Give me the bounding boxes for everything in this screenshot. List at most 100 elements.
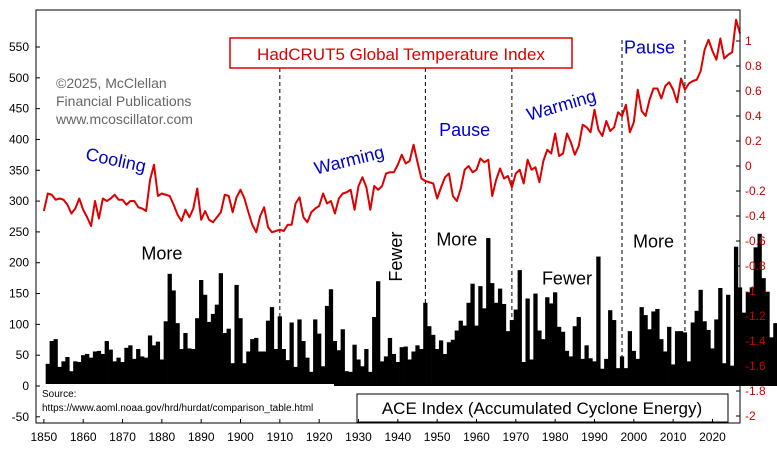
ace-bar-2018 [702,321,707,386]
ace-bar-1911 [281,349,286,386]
ace-bar-2014 [686,361,692,386]
ace-bar-1852 [49,341,54,386]
source-bg [38,384,334,416]
ace-bar-2024 [726,294,731,386]
ace-bar-1896 [222,332,227,386]
ace-bar-2011 [674,331,680,386]
temperature-line [42,18,741,234]
ace-bar-1906 [261,351,267,386]
ace-bar-1885 [179,349,184,386]
ace-bar-1951 [438,340,444,386]
ace-bar-1987 [580,358,585,386]
ace-bar-1923 [328,289,334,386]
ace-bar-2017 [698,289,703,386]
ace-bar-1940 [395,361,400,386]
x-tick-label-14: 1990 [581,430,608,444]
ace-bar-1932 [364,349,369,386]
ace-bar-1892 [206,321,212,386]
ace-bar-1957 [462,325,467,386]
ace-bar-1992 [600,368,605,386]
ace-bar-1905 [258,351,263,386]
ace-bar-1985 [572,326,577,386]
ace-label-1: Fewer [386,232,406,282]
ace-bar-1874 [136,349,141,386]
ace-bar-1878 [151,345,157,386]
ace-label-2: More [436,229,477,249]
ace-bar-1871 [124,347,129,386]
ace-bar-1928 [348,371,353,386]
ace-bar-1955 [454,330,459,386]
ace-bar-2002 [639,307,644,386]
ace-bar-2006 [655,308,660,386]
ace-bar-2023 [722,363,727,386]
ace-bar-1977 [541,339,546,386]
ace-bar-1964 [490,283,495,386]
ace-label-0: More [141,244,182,264]
x-tick-label-16: 2010 [660,430,687,444]
ace-bar-1899 [234,284,239,386]
ace-bar-1994 [608,310,613,386]
ace-bar-2000 [631,350,636,386]
ace-bar-2007 [659,339,664,386]
left-tick-label-3: 100 [9,317,29,331]
ace-bar-1880 [159,359,164,386]
ace-bar-2022 [718,288,723,386]
ace-bar-1860 [81,355,86,386]
right-tick-label-4: -1.2 [745,309,766,323]
ace-bar-1865 [100,353,105,386]
ace-bar-2013 [682,332,688,386]
ace-bar-1855 [61,361,66,386]
x-tick-label-9: 1940 [384,430,411,444]
ace-bar-1960 [474,325,479,386]
ace-bar-1991 [596,256,601,386]
ace-bar-2033 [761,278,766,386]
ace-bar-1999 [627,331,633,386]
x-tick-label-1: 1860 [70,430,97,444]
ace-bar-2012 [678,331,684,386]
ace-bar-1925 [336,350,341,386]
ace-bar-1868 [112,361,117,386]
ace-bar-2020 [710,348,715,386]
x-tick-label-4: 1890 [188,430,215,444]
ace-bar-1901 [242,363,247,386]
ace-bar-1927 [344,371,349,386]
ace-bar-1877 [147,335,153,386]
ace-bar-2036 [773,323,777,386]
ace-bar-1963 [486,238,491,386]
x-tick-label-15: 2000 [620,430,647,444]
ace-bar-1908 [269,307,275,386]
ace-bar-1949 [431,334,436,386]
ace-bar-1853 [53,339,58,386]
ace-bar-1946 [419,349,424,386]
ace-bar-1909 [273,349,279,386]
ace-label-3: Fewer [542,268,592,288]
source-box: Source: https://www.aoml.noaa.gov/hrd/hur… [38,384,334,416]
ace-bar-1879 [155,341,161,386]
ace-bar-1939 [391,353,397,386]
x-tick-label-17: 2020 [699,430,726,444]
ace-bar-1984 [568,356,574,386]
ace-bar-2031 [753,247,758,386]
ace-bar-1856 [65,357,70,386]
left-tick-label-8: 350 [9,163,29,177]
ace-bar-1983 [564,350,570,386]
copyright-line-2: www.mcoscillator.com [55,111,193,127]
ace-bar-1904 [254,337,259,386]
ace-bar-1903 [250,339,255,386]
ace-bar-1956 [458,320,463,386]
ace-bar-1895 [218,273,223,386]
ace-bar-1959 [470,283,475,386]
ace-bar-1995 [612,320,617,386]
ace-bar-2025 [729,365,735,386]
ace-bar-1907 [265,320,271,386]
ace-bar-1931 [360,366,365,386]
ace-bar-1917 [305,357,310,386]
right-tick-label-5: -1 [745,284,756,298]
ace-bar-2029 [745,292,750,386]
ace-bar-1936 [379,361,385,386]
ace-bar-1898 [230,363,235,386]
left-tick-label-1: 0 [22,379,29,393]
ace-bar-1997 [619,356,625,386]
ace-bar-1974 [529,359,534,386]
